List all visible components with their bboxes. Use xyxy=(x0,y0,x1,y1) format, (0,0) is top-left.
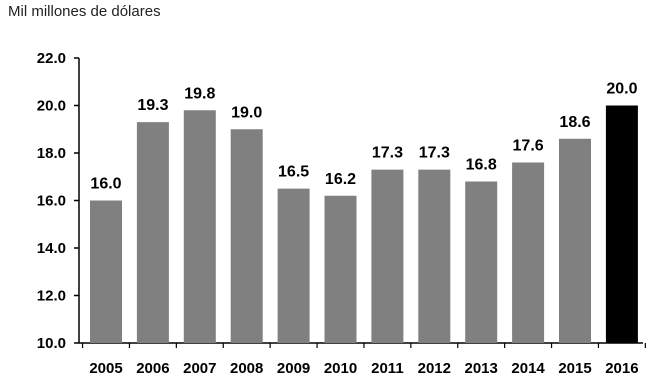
y-tick-label: 20.0 xyxy=(37,98,66,115)
bar-2007 xyxy=(183,110,216,343)
x-tick-label-2014: 2014 xyxy=(511,360,545,377)
data-label-2014: 17.6 xyxy=(513,138,544,155)
data-label-2015: 18.6 xyxy=(559,114,590,131)
x-tick-label-2009: 2009 xyxy=(277,360,310,377)
data-label-2013: 16.8 xyxy=(466,157,497,174)
bar-2012 xyxy=(418,169,451,343)
x-tick-label-2005: 2005 xyxy=(89,360,122,377)
y-tick-label: 18.0 xyxy=(37,145,66,162)
data-label-2008: 19.0 xyxy=(231,104,262,121)
bar-2010 xyxy=(324,195,357,343)
x-tick-label-2006: 2006 xyxy=(136,360,169,377)
x-tick-label-2015: 2015 xyxy=(558,360,591,377)
y-tick-label: 12.0 xyxy=(37,288,66,305)
x-tick-label-2010: 2010 xyxy=(324,360,357,377)
data-label-2011: 17.3 xyxy=(372,145,403,162)
data-label-2012: 17.3 xyxy=(419,145,450,162)
y-unit-label: Mil millones de dólares xyxy=(8,3,161,20)
data-label-2010: 16.2 xyxy=(325,171,356,188)
data-label-2006: 19.3 xyxy=(137,97,168,114)
bar-2009 xyxy=(277,188,310,343)
bar-2014 xyxy=(512,162,545,343)
bar-2008 xyxy=(230,129,263,343)
y-tick-label: 22.0 xyxy=(37,50,66,67)
x-tick-label-2012: 2012 xyxy=(418,360,451,377)
x-tick-label-2008: 2008 xyxy=(230,360,263,377)
bar-2011 xyxy=(371,169,404,343)
x-tick-label-2007: 2007 xyxy=(183,360,216,377)
data-label-2009: 16.5 xyxy=(278,164,309,181)
y-tick-label: 14.0 xyxy=(37,240,66,257)
x-tick-label-2011: 2011 xyxy=(371,360,404,377)
bar-2005 xyxy=(90,200,122,343)
x-tick-label-2016: 2016 xyxy=(605,360,638,377)
y-tick-label: 10.0 xyxy=(37,335,66,352)
y-tick-label: 16.0 xyxy=(37,193,66,210)
data-label-2005: 16.0 xyxy=(90,176,121,193)
data-label-2016: 20.0 xyxy=(606,81,637,98)
data-label-2007: 19.8 xyxy=(184,85,215,102)
bar-2006 xyxy=(136,122,169,343)
bar-2015 xyxy=(559,138,591,343)
bar-2016 xyxy=(605,105,638,343)
bar-2013 xyxy=(465,181,498,343)
x-tick-label-2013: 2013 xyxy=(465,360,498,377)
